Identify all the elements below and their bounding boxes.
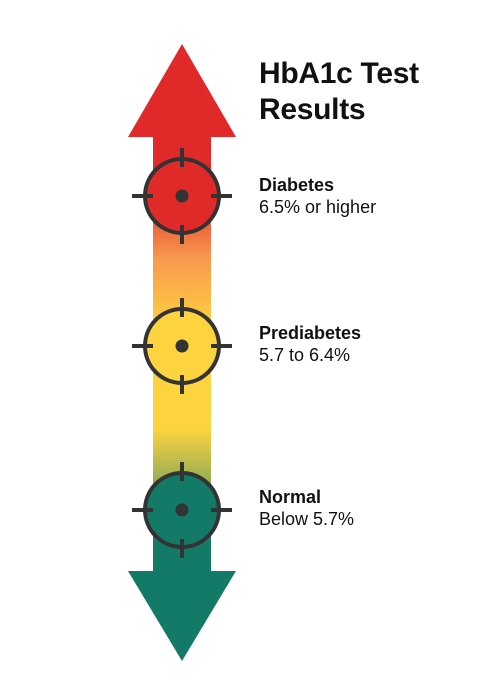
level-name: Normal <box>259 487 322 507</box>
level-diabetes: Diabetes 6.5% or higher <box>259 174 484 218</box>
page-title: HbA1c Test Results <box>259 57 419 126</box>
crosshair-target-icon <box>132 462 232 558</box>
level-name: Prediabetes <box>259 323 362 343</box>
arrow-down-icon <box>128 571 236 661</box>
arrow-up-icon <box>128 44 236 137</box>
crosshair-target-icon <box>132 298 232 394</box>
level-range: 6.5% or higher <box>259 197 377 217</box>
level-prediabetes: Prediabetes 5.7 to 6.4% <box>259 322 484 366</box>
level-range: 5.7 to 6.4% <box>259 345 351 365</box>
level-range: Below 5.7% <box>259 509 355 529</box>
level-name: Diabetes <box>259 175 335 195</box>
crosshair-target-icon <box>132 148 232 244</box>
level-normal: Normal Below 5.7% <box>259 486 484 530</box>
